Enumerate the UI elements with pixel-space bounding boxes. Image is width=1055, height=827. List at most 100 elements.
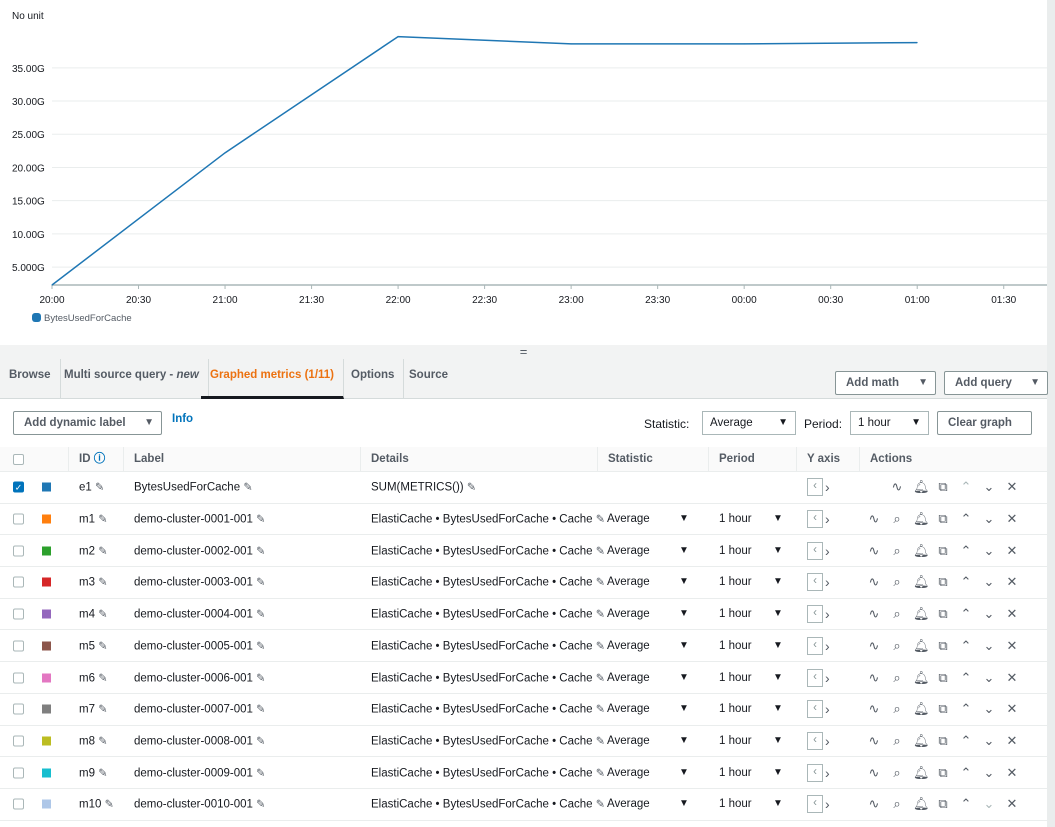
bell-icon[interactable]: 🔔︎ [913,796,930,812]
search-icon[interactable]: ⌕ [893,796,901,812]
search-icon[interactable]: ⌕ [893,574,901,590]
close-icon[interactable]: ✕ [1006,637,1018,653]
metric-chart[interactable]: No unit 5.000G 10.00G 15.00G 20.00G 25.00G 30.… [0,0,1047,345]
tab-multi-source-query[interactable]: Multi source query - new [55,359,209,399]
row-period-select[interactable]: 1 hour ▼ [719,513,784,525]
edit-icon[interactable]: ✎ [256,513,266,526]
left-axis-icon[interactable]: ‹ [807,636,823,655]
right-axis-icon[interactable]: › [825,669,830,686]
color-swatch[interactable] [42,577,51,587]
row-statistic-select[interactable]: Average ▼ [607,608,692,620]
search-icon[interactable]: ⌕ [893,511,901,527]
edit-icon[interactable]: ✎ [256,608,266,621]
left-axis-icon[interactable]: ‹ [807,573,823,592]
row-checkbox[interactable]: ✓ [13,481,24,493]
edit-icon[interactable]: ✎ [466,481,477,494]
move-down-icon[interactable]: ⌄ [983,574,995,590]
graph-icon[interactable]: ∿ [868,637,880,653]
row-statistic-select[interactable]: Average ▼ [607,513,692,525]
move-up-icon[interactable]: ⌃ [960,701,972,717]
row-checkbox[interactable] [13,798,24,810]
bell-icon[interactable]: 🔔︎ [913,574,930,590]
left-axis-icon[interactable]: ‹ [807,763,823,782]
y-axis-toggle[interactable]: ‹ › [807,541,830,560]
row-period-select[interactable]: 1 hour ▼ [719,798,784,810]
graph-icon[interactable]: ∿ [868,732,880,748]
y-axis-toggle[interactable]: ‹ › [807,700,830,719]
move-up-icon[interactable]: ⌃ [960,637,972,653]
bell-icon[interactable]: 🔔︎ [913,701,930,717]
statistic-select[interactable]: Average ▼ [702,411,796,435]
move-down-icon[interactable]: ⌄ [983,701,995,717]
graph-icon[interactable]: ∿ [868,574,880,590]
right-axis-icon[interactable]: › [825,542,830,559]
row-statistic-select[interactable]: Average ▼ [607,767,692,779]
bell-icon[interactable]: 🔔︎ [913,637,930,653]
edit-icon[interactable]: ✎ [256,798,266,811]
move-up-icon[interactable]: ⌃ [960,732,972,748]
duplicate-icon[interactable]: ⧉ [938,669,948,685]
row-period-select[interactable]: 1 hour ▼ [719,640,784,652]
left-axis-icon[interactable]: ‹ [807,541,823,560]
left-axis-icon[interactable]: ‹ [807,668,823,687]
edit-icon[interactable]: ✎ [98,608,108,621]
move-up-icon[interactable]: ⌃ [960,542,972,558]
move-down-icon[interactable]: ⌄ [983,732,995,748]
close-icon[interactable]: ✕ [1006,606,1018,622]
edit-icon[interactable]: ✎ [595,513,605,526]
edit-icon[interactable]: ✎ [595,703,605,716]
edit-icon[interactable]: ✎ [595,735,605,748]
row-statistic-select[interactable]: Average ▼ [607,672,692,684]
right-axis-icon[interactable]: › [825,574,830,591]
right-axis-icon[interactable]: › [825,701,830,718]
edit-icon[interactable]: ✎ [256,640,266,653]
close-icon[interactable]: ✕ [1006,669,1018,685]
row-statistic-select[interactable]: Average ▼ [607,545,692,557]
edit-icon[interactable]: ✎ [595,672,605,685]
row-period-select[interactable]: 1 hour ▼ [719,672,784,684]
left-axis-icon[interactable]: ‹ [807,795,823,814]
edit-icon[interactable]: ✎ [98,703,108,716]
right-axis-icon[interactable]: › [825,511,830,528]
color-swatch[interactable] [42,514,51,524]
row-checkbox[interactable] [13,767,24,779]
edit-icon[interactable]: ✎ [256,576,266,589]
move-up-icon[interactable]: ⌃ [960,511,972,527]
bell-icon[interactable]: 🔔︎ [913,479,930,495]
scrollbar[interactable] [1047,0,1055,827]
duplicate-icon[interactable]: ⧉ [938,606,948,622]
graph-icon[interactable]: ∿ [868,701,880,717]
move-down-icon[interactable]: ⌄ [983,637,995,653]
row-statistic-select[interactable]: Average ▼ [607,703,692,715]
edit-icon[interactable]: ✎ [256,735,266,748]
row-statistic-select[interactable]: Average ▼ [607,798,692,810]
close-icon[interactable]: ✕ [1006,764,1018,780]
edit-icon[interactable]: ✎ [595,640,605,653]
move-up-icon[interactable]: ⌃ [960,574,972,590]
edit-icon[interactable]: ✎ [98,576,108,589]
close-icon[interactable]: ✕ [1006,479,1018,495]
clear-graph-button[interactable]: Clear graph [937,411,1032,435]
left-axis-icon[interactable]: ‹ [807,478,823,497]
search-icon[interactable]: ⌕ [893,764,901,780]
edit-icon[interactable]: ✎ [595,798,605,811]
period-select[interactable]: 1 hour ▼ [850,411,929,435]
bell-icon[interactable]: 🔔︎ [913,732,930,748]
bell-icon[interactable]: 🔔︎ [913,669,930,685]
graph-icon[interactable]: ∿ [891,479,903,495]
color-swatch[interactable] [42,641,51,651]
edit-icon[interactable]: ✎ [595,608,605,621]
graph-icon[interactable]: ∿ [868,669,880,685]
row-period-select[interactable]: 1 hour ▼ [719,703,784,715]
graph-icon[interactable]: ∿ [868,542,880,558]
right-axis-icon[interactable]: › [825,796,830,813]
left-axis-icon[interactable]: ‹ [807,700,823,719]
right-axis-icon[interactable]: › [825,606,830,623]
bell-icon[interactable]: 🔔︎ [913,606,930,622]
y-axis-toggle[interactable]: ‹ › [807,573,830,592]
row-checkbox[interactable] [13,608,24,620]
duplicate-icon[interactable]: ⧉ [938,511,948,527]
right-axis-icon[interactable]: › [825,637,830,654]
search-icon[interactable]: ⌕ [893,669,901,685]
move-down-icon[interactable]: ⌄ [983,796,995,812]
